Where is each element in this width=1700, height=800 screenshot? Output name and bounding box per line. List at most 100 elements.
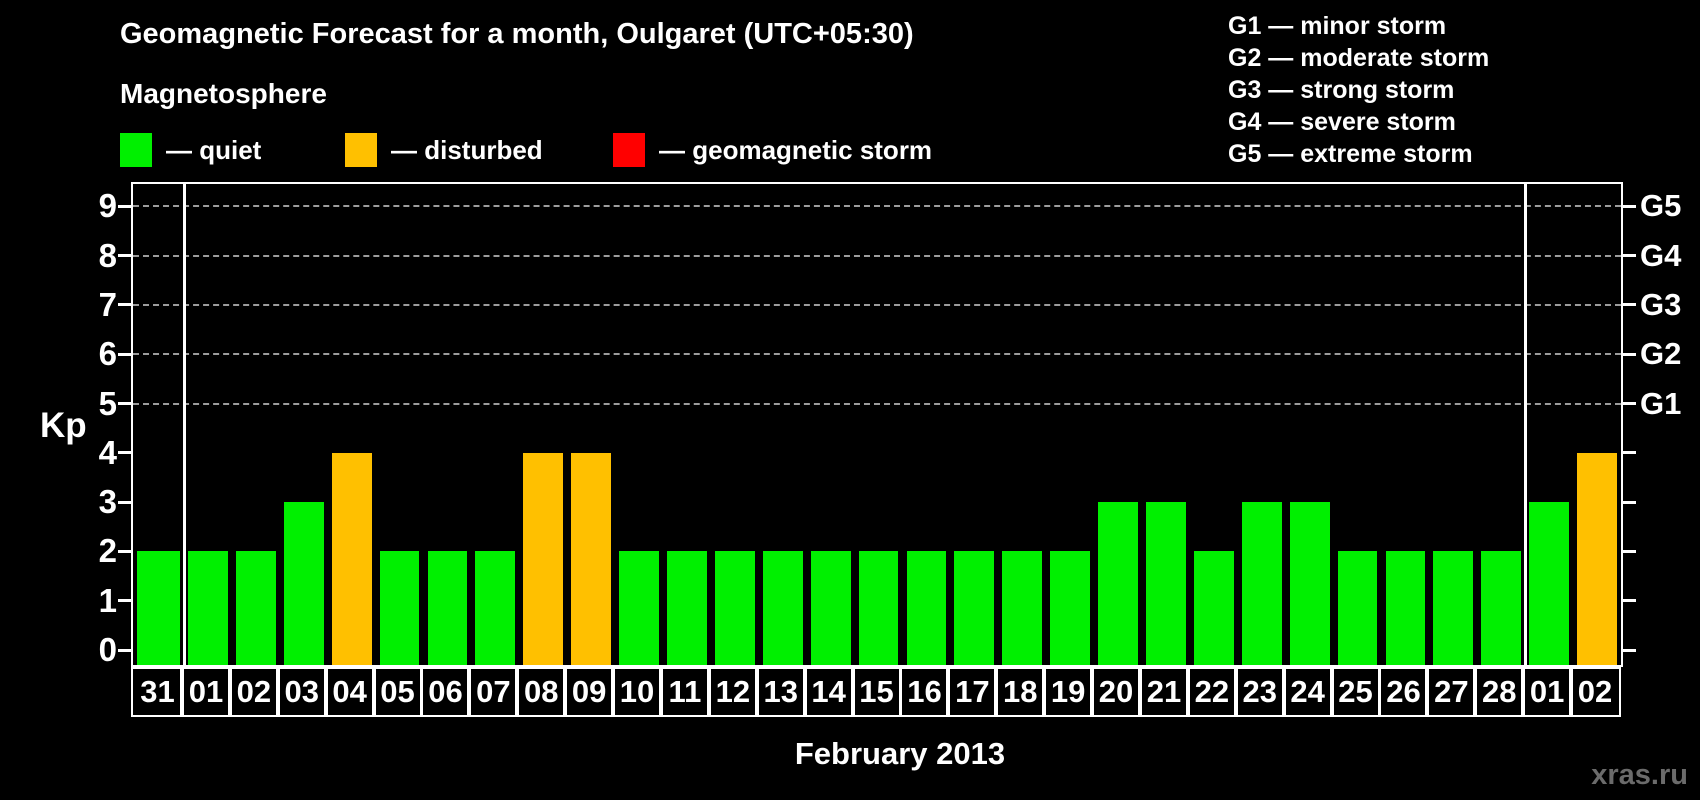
y-label-5: 5 [98,384,117,422]
bar-day-28 [1481,551,1522,665]
left-tick-kp0 [118,648,131,652]
day-label-12: 12 [706,667,759,717]
legend-label-storm: — geomagnetic storm [659,134,933,165]
bar-day-20 [1098,502,1138,665]
bar-day-19 [1050,551,1091,665]
legend-item-quiet: — quiet [120,132,261,168]
month-separator [1524,184,1528,665]
legend-item-storm: — geomagnetic storm [613,132,932,168]
day-label-14: 14 [802,667,855,717]
day-label-13: 13 [754,667,807,717]
left-tick-kp3 [118,500,131,504]
bar-day-05 [379,551,420,665]
storm-color-swatch [613,133,645,167]
bar-day-23 [1241,502,1282,665]
bar-day-26 [1385,551,1426,665]
right-tick-kp6 [1623,352,1636,356]
gridline-kp6 [133,353,1621,356]
day-label-19: 19 [1042,667,1095,717]
day-label-11: 11 [659,667,711,717]
day-label-26: 26 [1377,667,1430,717]
x-axis-title: February 2013 [794,736,1006,771]
storm-scale-g4: G4 — severe storm [1228,108,1456,136]
right-label-g3: G3 [1640,286,1682,322]
right-tick-kp1 [1623,599,1636,603]
right-tick-kp5 [1623,402,1636,405]
bar-day-13 [762,551,803,665]
day-label-04: 04 [323,667,376,717]
gridline-kp8 [133,254,1621,257]
y-label-1: 1 [98,581,117,619]
bar-day-18 [1002,551,1043,665]
left-tick-kp8 [118,254,131,258]
day-label-01-next: 01 [1521,667,1574,717]
bar-day-07 [475,551,516,665]
legend-label-disturbed: — disturbed [391,134,543,165]
left-tick-kp4 [118,451,131,455]
day-label-08: 08 [515,667,568,717]
bar-day-03 [283,502,324,665]
left-tick-kp2 [118,549,131,553]
right-tick-kp7 [1623,303,1636,307]
quiet-color-swatch [120,133,152,167]
bar-day-17 [954,551,995,665]
storm-scale-g3: G3 — strong storm [1228,76,1455,104]
plot-area [118,182,1636,667]
y-label-6: 6 [98,335,117,373]
day-label-09: 09 [563,667,616,717]
day-label-15: 15 [850,667,903,717]
right-tick-kp8 [1623,254,1636,258]
chart-title: Geomagnetic Forecast for a month, Oulgar… [120,18,914,50]
bar-day-10 [619,551,659,665]
day-label-02: 02 [227,667,280,717]
watermark: xras.ru [1591,759,1688,791]
bar-day-01 [188,551,228,665]
day-label-17: 17 [946,667,999,717]
right-label-g2: G2 [1640,336,1682,372]
bar-day-15 [858,551,899,665]
day-label-02-next: 02 [1569,667,1621,717]
disturbed-color-swatch [345,133,377,167]
storm-scale-g5: G5 — extreme storm [1228,140,1473,168]
bar-day-01 [1529,502,1570,665]
bar-day-27 [1433,551,1474,665]
left-tick-kp9 [118,204,131,208]
bar-day-24 [1289,502,1330,665]
left-tick-kp1 [118,599,131,603]
y-axis-title: Kp [40,406,87,445]
right-tick-kp0 [1623,648,1636,652]
bar-day-08 [523,452,564,665]
bar-day-22 [1193,551,1234,665]
bar-day-02 [235,551,276,665]
day-label-20: 20 [1090,667,1142,717]
y-label-7: 7 [98,285,117,323]
day-label-06: 06 [419,667,472,717]
bar-day-16 [906,551,947,665]
day-label-18: 18 [994,667,1047,717]
left-tick-kp5 [118,402,131,405]
day-label-01: 01 [180,667,232,717]
day-label-23: 23 [1233,667,1286,717]
day-label-10: 10 [611,667,663,717]
day-label-07: 07 [467,667,520,717]
right-label-g1: G1 [1640,385,1682,421]
legend-label-quiet: — quiet [166,134,262,165]
y-label-9: 9 [98,187,117,225]
right-tick-kp2 [1623,549,1636,553]
chart-subtitle: Magnetosphere [120,78,327,109]
bar-day-14 [810,551,851,665]
legend-item-disturbed: — disturbed [345,132,543,168]
bar-day-21 [1146,502,1186,665]
bar-day-02 [1577,452,1617,665]
bar-day-25 [1337,551,1378,665]
month-separator [183,184,186,665]
storm-scale-g1: G1 — minor storm [1228,12,1447,40]
gridline-kp7 [133,303,1621,306]
gridline-kp9 [133,205,1621,208]
storm-scale-g2: G2 — moderate storm [1228,44,1490,72]
gridline-kp5 [133,402,1621,405]
day-label-21: 21 [1138,667,1190,717]
y-label-0: 0 [98,631,117,668]
bar-day-09 [571,452,612,665]
